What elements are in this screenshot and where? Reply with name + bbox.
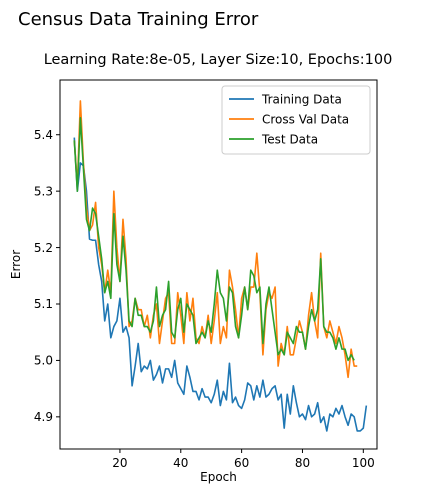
plot-title: Learning Rate:8e-05, Layer Size:10, Epoc… bbox=[44, 52, 393, 68]
legend-label: Test Data bbox=[261, 132, 318, 146]
y-tick-label: 5.2 bbox=[34, 241, 53, 255]
y-tick-label: 4.9 bbox=[34, 410, 53, 424]
legend-label: Cross Val Data bbox=[262, 112, 349, 126]
y-tick-label: 5.1 bbox=[34, 297, 53, 311]
legend: Training Data Cross Val Data Test Data bbox=[221, 85, 371, 155]
x-tick-label: 60 bbox=[234, 456, 249, 470]
series-line-3 bbox=[73, 117, 355, 362]
series-layer bbox=[73, 100, 368, 432]
series-line-1 bbox=[73, 137, 368, 432]
figure-suptitle: Census Data Training Error bbox=[18, 9, 259, 30]
y-tick-label: 5.3 bbox=[34, 184, 53, 198]
legend-box bbox=[221, 85, 371, 155]
x-tick-label: 100 bbox=[352, 456, 375, 470]
x-axis-label: Epoch bbox=[200, 470, 237, 484]
y-tick-label: 5.0 bbox=[34, 354, 53, 368]
x-tick-label: 80 bbox=[295, 456, 310, 470]
x-tick-label: 20 bbox=[112, 456, 127, 470]
x-tick-label: 40 bbox=[173, 456, 188, 470]
plot-frame bbox=[59, 79, 378, 450]
legend-label: Training Data bbox=[261, 92, 342, 106]
y-axis: 4.9 5.0 5.1 5.2 5.3 5.4 bbox=[34, 128, 60, 424]
y-axis-label: Error bbox=[9, 250, 23, 279]
x-axis: 20 40 60 80 100 bbox=[112, 449, 375, 470]
y-tick-label: 5.4 bbox=[34, 128, 53, 142]
